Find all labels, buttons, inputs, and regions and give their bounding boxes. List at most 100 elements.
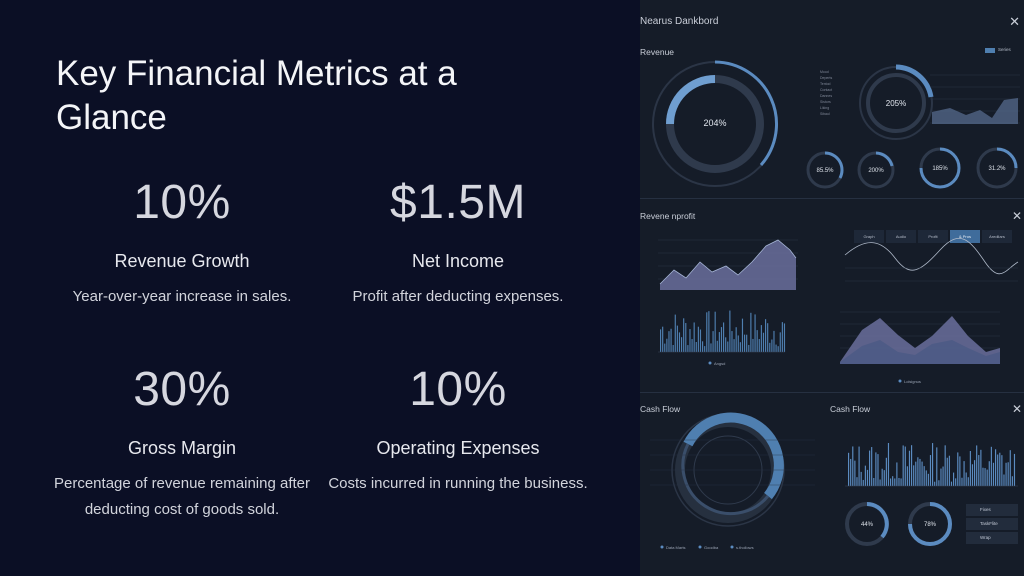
svg-text:Data Marts: Data Marts <box>666 545 686 550</box>
decorative-bar <box>885 457 887 486</box>
legend-swatch <box>985 48 995 53</box>
svg-text:31.2%: 31.2% <box>988 166 1006 172</box>
decorative-bar <box>978 455 980 486</box>
close-icon[interactable]: ✕ <box>1012 402 1023 416</box>
metric-operating-expenses: 10% Operating Expenses Costs incurred in… <box>318 364 598 497</box>
decorative-bar <box>955 478 957 486</box>
decorative-bar <box>1007 462 1009 486</box>
decorative-bar <box>999 452 1001 486</box>
decorative-bar <box>990 446 992 486</box>
metric-label: Gross Margin <box>127 438 237 458</box>
decorative-bar <box>739 342 741 352</box>
svg-text:200%: 200% <box>868 168 884 174</box>
decorative-bar <box>848 452 850 486</box>
decorative-bar <box>1011 476 1013 486</box>
svg-text:Goodba: Goodba <box>704 545 719 550</box>
decorative-bar <box>781 322 783 352</box>
close-icon[interactable]: ✕ <box>1009 14 1020 29</box>
decorative-bar <box>850 458 852 486</box>
panel-title-cash-flow-2: Cash Flow <box>830 404 871 414</box>
decorative-bar <box>921 461 923 486</box>
decorative-bar <box>969 450 971 486</box>
menu-item-taskflite[interactable]: TaskFlite <box>966 518 1018 530</box>
decorative-bar <box>913 465 915 486</box>
decorative-bar <box>932 443 934 486</box>
metric-description: Year-over-year increase in sales. <box>72 288 292 305</box>
decorative-bar <box>695 341 697 352</box>
metric-revenue-growth: 10% Revenue Growth Year-over-year increa… <box>42 177 322 310</box>
decorative-bar <box>750 312 752 352</box>
decorative-bar <box>666 338 668 352</box>
decorative-bar <box>961 477 963 486</box>
decorative-bar <box>765 319 767 352</box>
decorative-bar <box>693 322 695 352</box>
decorative-bar <box>783 323 786 352</box>
decorative-bar <box>741 318 744 352</box>
decorative-bar <box>716 340 718 352</box>
tab-pros[interactable]: & Pros <box>950 230 980 243</box>
decorative-bar <box>898 477 900 486</box>
decorative-bar <box>744 334 746 352</box>
legend-label: Series <box>998 47 1011 52</box>
decorative-bar <box>678 332 681 352</box>
decorative-bar <box>769 342 771 352</box>
decorative-bar <box>976 445 978 486</box>
decorative-bar <box>911 445 913 486</box>
decorative-bar <box>936 447 938 486</box>
cash-flow-graphics: Data Marts Goodba s.thollows 44% 78% <box>650 412 1018 550</box>
decorative-bar <box>691 339 693 352</box>
decorative-bar <box>712 331 714 352</box>
decorative-bar <box>676 325 678 352</box>
decorative-bar <box>729 310 731 352</box>
decorative-bar <box>733 339 735 352</box>
decorative-bar <box>877 454 879 486</box>
menu-item-fixes[interactable]: Fixes <box>966 504 1018 516</box>
decorative-bar <box>900 478 902 486</box>
decorative-bar <box>894 478 896 486</box>
decorative-bar <box>942 466 944 486</box>
decorative-bar <box>756 330 758 352</box>
decorative-bar <box>708 311 710 352</box>
decorative-bar <box>873 477 875 486</box>
decorative-bar <box>875 452 877 486</box>
decorative-bar <box>906 466 908 486</box>
menu-item-wrap[interactable]: Wrap <box>966 532 1018 544</box>
decorative-bar <box>858 446 860 486</box>
decorative-bar <box>687 345 689 352</box>
divider <box>640 198 1024 199</box>
decorative-bar <box>919 458 921 486</box>
metric-value: $1.5M <box>390 176 526 229</box>
decorative-bar <box>940 468 942 486</box>
decorative-bar <box>746 334 748 352</box>
decorative-bar <box>718 332 720 352</box>
decorative-bar <box>971 464 974 486</box>
decorative-bar <box>737 335 739 352</box>
decorative-bar <box>904 446 906 486</box>
tab-profit[interactable]: Profit <box>918 230 948 243</box>
decorative-bar <box>854 460 856 486</box>
chart-tabs: Graph Audio Profit & Pros Aredilars <box>854 230 1012 243</box>
decorative-bar <box>984 468 986 486</box>
decorative-bar <box>879 479 881 486</box>
decorative-bar <box>760 325 762 352</box>
decorative-bar <box>662 326 664 352</box>
decorative-bar <box>986 469 988 486</box>
tab-aredilars[interactable]: Aredilars <box>982 230 1012 243</box>
tab-audio[interactable]: Audio <box>886 230 916 243</box>
decorative-bar <box>754 314 756 352</box>
slide-panel: Key Financial Metrics at a Glance 10% Re… <box>42 54 598 518</box>
close-icon[interactable]: ✕ <box>1012 209 1023 223</box>
svg-text:Tentod: Tentod <box>820 82 831 86</box>
decorative-bar <box>915 461 917 486</box>
svg-text:Angsd: Angsd <box>714 361 725 366</box>
dashboard-image: Nearus Dankbord ✕ Revenue Series 204% 20… <box>640 0 1024 576</box>
decorative-bar <box>862 479 864 486</box>
tab-graph[interactable]: Graph <box>854 230 884 243</box>
svg-text:Lolsignus: Lolsignus <box>904 379 921 384</box>
decorative-bar <box>965 472 967 486</box>
decorative-bar <box>704 346 706 352</box>
decorative-bar <box>727 341 729 352</box>
dashboard-title: Nearus Dankbord <box>640 16 719 27</box>
svg-text:Dannes: Dannes <box>820 94 832 98</box>
decorative-bar <box>681 337 683 352</box>
